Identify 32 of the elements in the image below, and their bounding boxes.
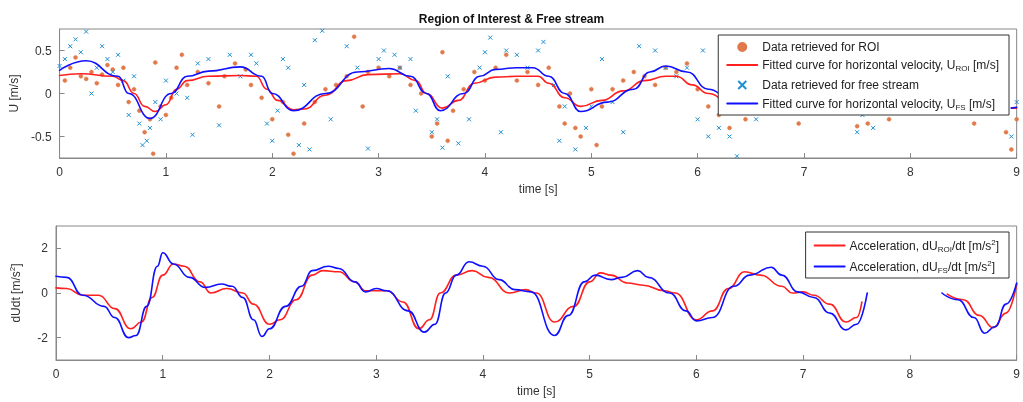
x-tick-label: 3 xyxy=(372,367,380,381)
x-tick-label: 4 xyxy=(481,165,489,179)
x-tick-label: 5 xyxy=(587,165,595,179)
x-tick-label: 9 xyxy=(1013,367,1021,381)
x-tick-label: 9 xyxy=(1013,165,1021,179)
x-tick-label: 6 xyxy=(694,165,702,179)
x-axis-title: time [s] xyxy=(518,182,558,196)
x-tick-label: 2 xyxy=(266,367,274,381)
x-tick-label: 7 xyxy=(799,367,807,381)
x-tick-label: 0 xyxy=(56,165,64,179)
x-tick-label: 6 xyxy=(693,367,701,381)
chart-title: Region of Interest & Free stream xyxy=(418,12,605,26)
x-tick-label: 2 xyxy=(268,165,276,179)
y-tick-label: 2 xyxy=(41,241,49,256)
x-tick-label: 7 xyxy=(800,165,808,179)
x-tick-label: 4 xyxy=(479,367,487,381)
legend-label: Data retrieved for ROI xyxy=(762,40,880,54)
y-axis-title: U [m/s] xyxy=(7,74,21,113)
y-tick-label: 0.5 xyxy=(34,43,52,58)
x-tick-label: 5 xyxy=(586,367,594,381)
y-tick-label: 0 xyxy=(44,86,52,101)
x-tick-label: 8 xyxy=(906,367,914,381)
x-axis-title: time [s] xyxy=(517,384,556,398)
y-axis-title: dUdt [m/s2] xyxy=(7,263,23,323)
y-tick-label: -0.5 xyxy=(30,129,52,144)
legend-label: Data retrieved for free stream xyxy=(762,78,919,92)
x-tick-label: 1 xyxy=(162,165,170,179)
x-tick-label: 8 xyxy=(906,165,914,179)
y-tick-label: -2 xyxy=(37,330,49,345)
x-tick-label: 3 xyxy=(375,165,383,179)
x-tick-label: 1 xyxy=(159,367,167,381)
y-tick-label: 0 xyxy=(41,286,49,300)
